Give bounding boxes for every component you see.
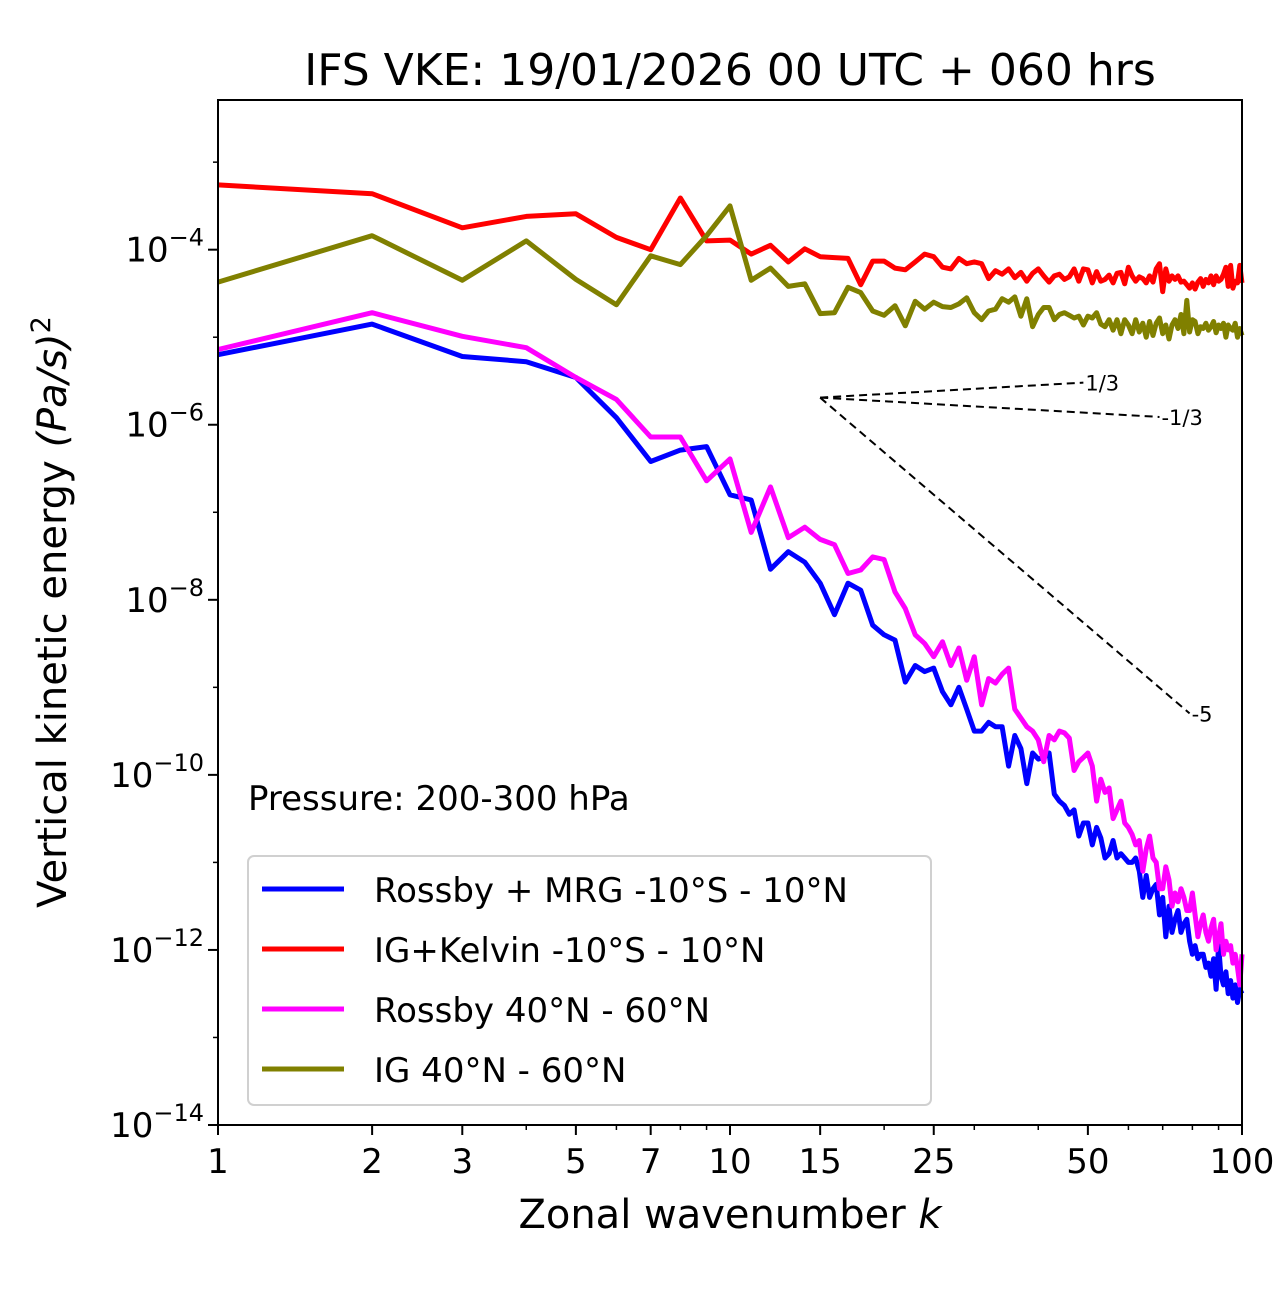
y-axis-label-text: Vertical kinetic energy (30, 460, 76, 908)
x-tick-label: 100 (1210, 1142, 1275, 1182)
x-tick-label: 15 (799, 1142, 842, 1182)
reference-line-0 (820, 381, 1084, 399)
series-line-3 (217, 203, 1245, 342)
y-tick-base: 10 (110, 931, 153, 971)
reference-line-2 (819, 396, 1191, 715)
reference-label-0: 1/3 (1085, 372, 1119, 396)
y-tick-label: 10−8 (125, 574, 204, 621)
x-tick-label: 25 (912, 1142, 955, 1182)
y-tick-label: 10−4 (125, 224, 204, 271)
y-axis-label: Vertical kinetic energy (Pa/s)2 (26, 316, 76, 908)
legend-label-1: IG+Kelvin -10°S - 10°N (374, 931, 765, 971)
reference-line-1 (820, 396, 1160, 418)
series-layer (217, 182, 1245, 1005)
legend-label-0: Rossby + MRG -10°S - 10°N (374, 871, 848, 911)
y-tick-base: 10 (125, 231, 168, 271)
y-tick-base: 10 (125, 581, 168, 621)
legend-label-3: IG 40°N - 60°N (374, 1051, 626, 1091)
y-tick-base: 10 (110, 1106, 153, 1146)
y-tick-exponent: −4 (169, 224, 204, 252)
reference-label-1: -1/3 (1161, 406, 1202, 430)
x-axis-label-text: Zonal wavenumber (518, 1192, 906, 1238)
legend-label-2: Rossby 40°N - 60°N (374, 991, 710, 1031)
y-tick-base: 10 (125, 406, 168, 446)
x-axis: 1 2 3 5 7 10 15 25 50 100 (207, 1125, 1274, 1182)
reference-label-2: -5 (1192, 702, 1213, 726)
legend: Rossby + MRG -10°S - 10°N IG+Kelvin -10°S… (247, 855, 932, 1106)
y-tick-label: 10−10 (110, 749, 204, 796)
x-tick-label: 2 (361, 1142, 383, 1182)
x-axis-label: Zonal wavenumber k (518, 1192, 943, 1238)
y-tick-exponent: −10 (153, 749, 204, 777)
x-axis-label-var: k (918, 1192, 943, 1238)
x-tick-label: 3 (451, 1142, 473, 1182)
y-axis-label-power: 2 (26, 316, 57, 333)
series-line-2 (217, 310, 1245, 988)
y-tick-label: 10−12 (110, 924, 204, 971)
y-tick-label: 10−6 (125, 399, 204, 446)
y-tick-base: 10 (110, 756, 153, 796)
y-tick-exponent: −6 (169, 399, 204, 427)
reference-slopes: 1/3 -1/3 -5 (819, 372, 1213, 726)
x-tick-label: 7 (640, 1142, 662, 1182)
series-line-1 (217, 182, 1245, 295)
series-line-0 (217, 321, 1245, 1005)
x-tick-label: 5 (565, 1142, 587, 1182)
x-tick-label: 50 (1066, 1142, 1109, 1182)
y-tick-label: 10−14 (110, 1099, 204, 1146)
pressure-annotation: Pressure: 200-300 hPa (248, 779, 630, 819)
chart-title: IFS VKE: 19/01/2026 00 UTC + 060 hrs (304, 45, 1156, 96)
legend-box (247, 855, 932, 1106)
x-tick-label: 1 (207, 1142, 229, 1182)
y-tick-exponent: −12 (153, 924, 204, 952)
x-tick-label: 10 (708, 1142, 751, 1182)
y-tick-exponent: −8 (169, 574, 204, 602)
y-axis-label-units: (Pa/s) (30, 333, 76, 447)
y-tick-exponent: −14 (153, 1099, 204, 1127)
